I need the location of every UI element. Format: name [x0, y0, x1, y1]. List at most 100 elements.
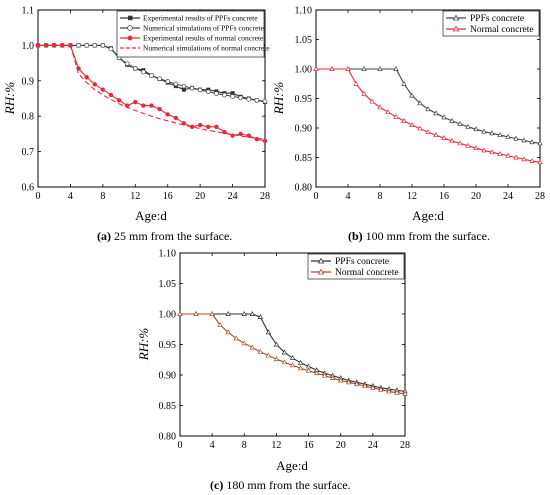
data-point [141, 69, 146, 75]
data-point [132, 66, 138, 71]
legend-entry: PPFs concrete [311, 257, 389, 267]
data-point [521, 156, 527, 162]
legend-label: Numerical simulations of PPFs concrete [143, 24, 264, 33]
plot-frame [37, 9, 266, 188]
x-tick-label: 24 [368, 440, 378, 451]
data-point [377, 66, 383, 71]
x-tick-label: 16 [163, 191, 173, 202]
legend-entry: Normal concrete [446, 25, 534, 35]
data-point [481, 147, 487, 153]
x-tick-label: 4 [346, 191, 351, 202]
x-tick-label: 24 [228, 191, 238, 202]
data-point [205, 89, 211, 95]
data-point [441, 135, 447, 140]
data-point [233, 335, 239, 341]
data-point [238, 95, 244, 101]
data-point [425, 106, 431, 112]
x-tick-label: 16 [439, 191, 449, 202]
data-point [222, 92, 227, 98]
x-tick-label: 4 [68, 191, 73, 202]
series-line [316, 68, 541, 163]
data-point [262, 98, 268, 104]
data-point [489, 149, 495, 155]
data-point [354, 381, 360, 387]
data-point [76, 43, 81, 48]
legend-box [442, 10, 540, 37]
data-point [449, 138, 455, 143]
caption: (a) 25 mm from the surface. [97, 229, 232, 243]
data-point [329, 66, 335, 71]
data-point [225, 311, 231, 316]
data-point [393, 113, 399, 119]
y-tick-label: 1.10 [159, 249, 177, 260]
data-point [362, 383, 368, 388]
data-point [369, 98, 375, 104]
y-tick-label: 1.05 [295, 35, 313, 46]
data-point [262, 138, 268, 144]
x-tick-labels: 0 4 8 12 16 20 24 28 [36, 191, 271, 202]
data-point [465, 123, 471, 129]
data-point [116, 98, 122, 103]
data-point [173, 81, 179, 87]
legend-entry: Numerical simulations of PPFs concrete [120, 24, 264, 33]
data-point [157, 106, 162, 112]
caption: (b) 100 mm from the surface. [348, 229, 490, 243]
legend-label: Experimental results of normal concrete [143, 34, 264, 43]
panel-b: 0 4 8 12 16 20 24 28 0.80 0.85 0.90 0.95 1.00 1.05 1.… [271, 6, 545, 244]
legend-marker [127, 35, 133, 41]
data-point [149, 73, 154, 78]
legend-entry: Experimental results of PPFs concrete [120, 14, 258, 23]
data-point [385, 109, 391, 115]
data-point [165, 79, 171, 84]
x-tick-label: 20 [195, 191, 205, 202]
data-point [521, 137, 527, 143]
x-axis-label: Age:d [412, 208, 444, 223]
legend-marker [128, 15, 133, 21]
data-point [281, 359, 288, 365]
x-tick-label: 28 [535, 191, 545, 202]
data-point [329, 375, 336, 380]
y-tick-label: 0.95 [159, 340, 177, 351]
data-point [108, 46, 114, 52]
data-point [449, 117, 455, 123]
x-axis-label: Age:d [276, 458, 308, 473]
data-point [497, 151, 503, 156]
data-point [529, 158, 535, 163]
y-tick-label: 1.1 [22, 6, 35, 17]
data-point [193, 311, 199, 316]
data-point [165, 112, 170, 117]
data-point [457, 120, 463, 126]
data-point [173, 115, 179, 121]
data-point [345, 66, 351, 71]
series [177, 311, 408, 396]
x-tick-label: 28 [260, 191, 270, 202]
data-point [230, 94, 235, 99]
y-tick-label: 1.05 [159, 279, 177, 290]
data-point [108, 92, 114, 98]
data-point [297, 359, 304, 365]
legend: Experimental results of PPFs concrete Nu… [116, 10, 270, 58]
y-tick-label: 1.00 [295, 65, 313, 76]
y-tick-label: 0.80 [295, 183, 313, 194]
data-point [181, 83, 187, 89]
data-point [378, 386, 384, 392]
legend: PPFs concrete Normal concrete [307, 253, 405, 280]
x-tick-labels: 0 4 8 12 16 20 24 28 [314, 191, 546, 202]
x-tick-label: 12 [271, 440, 281, 451]
data-point [505, 133, 511, 139]
data-point [338, 377, 344, 383]
data-point [241, 311, 247, 316]
data-point [481, 128, 487, 134]
data-point [273, 356, 280, 362]
x-tick-label: 20 [471, 191, 481, 202]
caption-text: 180 mm from the surface. [223, 478, 350, 492]
data-point [313, 66, 319, 71]
data-point [133, 99, 138, 105]
data-point [100, 43, 106, 48]
legend: PPFs concrete Normal concrete [442, 10, 540, 37]
legend-label: PPFs concrete [335, 257, 389, 267]
legend-entry: Experimental results of normal concrete [120, 34, 264, 43]
data-point [401, 80, 407, 86]
y-tick-label: 0.9 [22, 76, 35, 87]
data-point [181, 87, 186, 92]
